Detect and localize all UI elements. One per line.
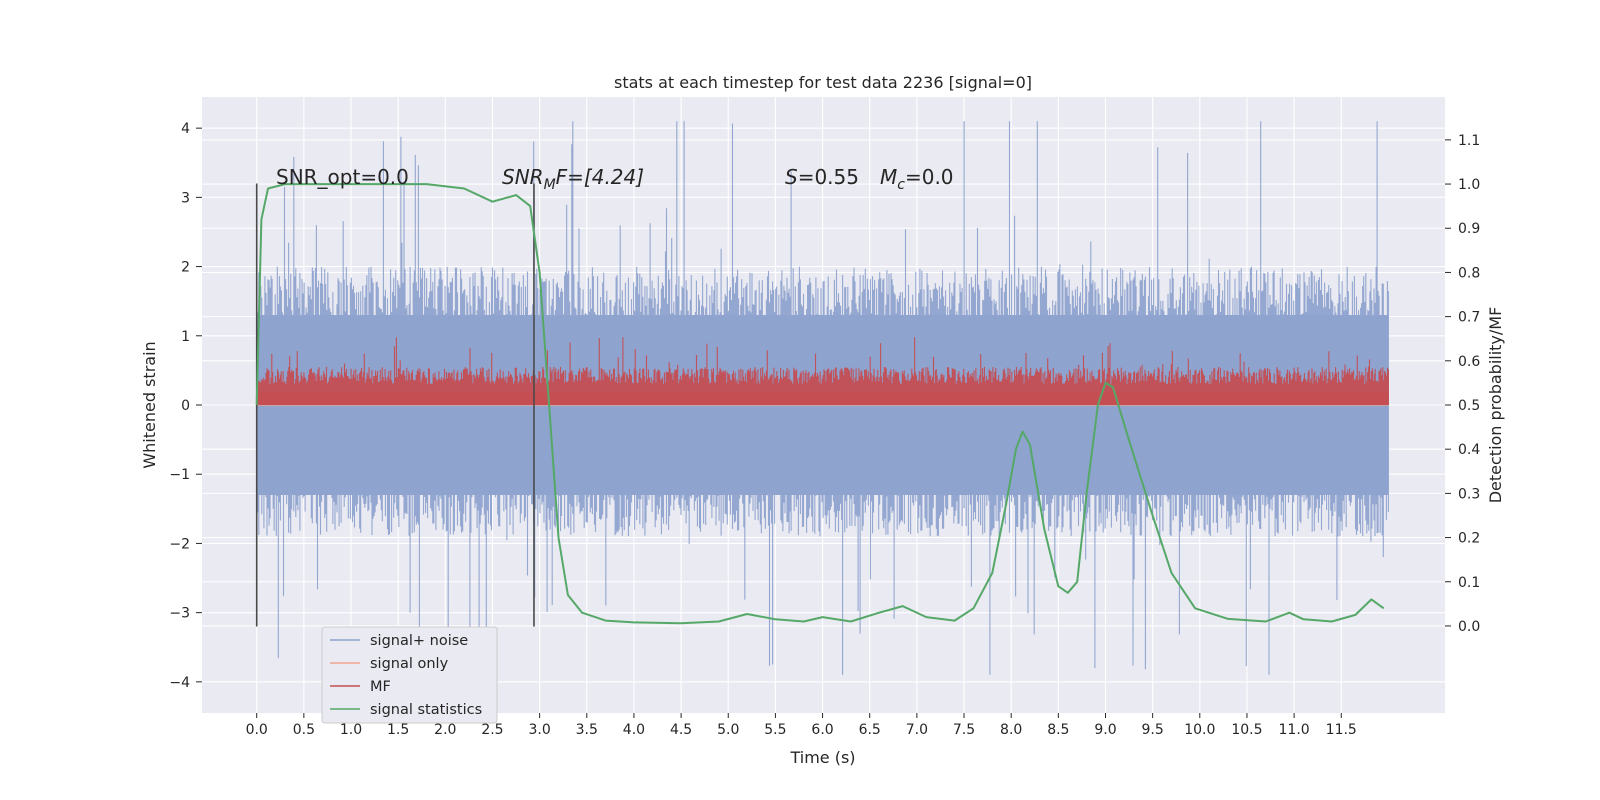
- y2-tick-label: 0.5: [1458, 398, 1480, 414]
- x-tick-label: 1.5: [387, 722, 409, 738]
- y-tick-label: 0: [181, 398, 190, 414]
- y-axis-title: Whitened strain: [140, 341, 159, 468]
- x-tick-label: 9.0: [1094, 722, 1116, 738]
- x-tick-label: 2.0: [434, 722, 456, 738]
- x-axis-title: Time (s): [789, 748, 855, 767]
- mc-label: M: [880, 165, 897, 189]
- mc-annotation: Mc=0.0: [880, 165, 954, 193]
- x-tick-label: 3.0: [528, 722, 550, 738]
- y2-tick-label: 0.4: [1458, 442, 1480, 458]
- x-tick-label: 6.5: [859, 722, 881, 738]
- snr-mf-subscript: M: [544, 177, 556, 193]
- x-tick-label: 4.0: [623, 722, 645, 738]
- x-tick-label: 4.5: [670, 722, 692, 738]
- y2-tick-label: 0.0: [1458, 619, 1480, 635]
- vertical-markers: [255, 183, 535, 627]
- y2-tick-label: 0.3: [1458, 486, 1480, 502]
- y2-tick-label: 1.1: [1458, 133, 1480, 149]
- y-tick-label: 4: [181, 121, 190, 137]
- x-tick-label: 10.5: [1231, 722, 1262, 738]
- y2-tick-label: 0.8: [1458, 265, 1480, 281]
- y-tick-label: 1: [181, 329, 190, 345]
- x-tick-label: 8.5: [1047, 722, 1069, 738]
- y-tick-label: −4: [169, 675, 190, 691]
- x-tick-label: 3.5: [576, 722, 598, 738]
- signal-statistics-series: [255, 183, 1385, 625]
- x-tick-label: 0.5: [293, 722, 315, 738]
- legend-label-signal-only: signal only: [370, 656, 449, 672]
- y2-tick-label: 0.6: [1458, 354, 1480, 370]
- y2-tick-label: 0.9: [1458, 221, 1480, 237]
- y-tick-label: −1: [169, 467, 190, 483]
- x-tick-label: 7.0: [906, 722, 928, 738]
- s-annotation: S=0.55: [785, 165, 859, 189]
- s-label: S: [785, 165, 798, 189]
- y-tick-label: 2: [181, 260, 190, 276]
- legend-label-signal-statistics: signal statistics: [370, 702, 482, 718]
- x-tick-label: 1.0: [340, 722, 362, 738]
- y-tick-label: −2: [169, 536, 190, 552]
- chart-title: stats at each timestep for test data 223…: [614, 73, 1032, 92]
- y2-tick-label: 0.2: [1458, 531, 1480, 547]
- x-tick-label: 6.0: [811, 722, 833, 738]
- y-axis-ticks: 4 3 2 1 0 −1 −2 −3 −4: [169, 121, 202, 691]
- x-tick-label: 8.0: [1000, 722, 1022, 738]
- legend-box: [321, 626, 498, 724]
- x-tick-label: 9.5: [1142, 722, 1164, 738]
- snr-mf-rest: F=[4.24]: [556, 165, 644, 189]
- y2-tick-label: 0.1: [1458, 575, 1480, 591]
- mc-subscript: c: [897, 177, 905, 193]
- x-tick-label: 7.5: [953, 722, 975, 738]
- x-tick-label: 11.5: [1326, 722, 1357, 738]
- legend-label-signal-noise: signal+ noise: [370, 633, 468, 649]
- y2-tick-label: 0.7: [1458, 310, 1480, 326]
- legend: signal+ noise signal only MF signal stat…: [321, 626, 498, 724]
- x-tick-label: 11.0: [1279, 722, 1310, 738]
- snr-opt-annotation: SNR_opt=0.0: [276, 165, 409, 189]
- mc-value: =0.0: [905, 165, 954, 189]
- legend-label-mf: MF: [370, 679, 391, 695]
- x-tick-label: 10.0: [1184, 722, 1215, 738]
- y-tick-label: −3: [169, 606, 190, 622]
- y2-tick-label: 1.0: [1458, 177, 1480, 193]
- y2-axis-ticks: 1.1 1.0 0.9 0.8 0.7 0.6 0.5 0.4 0.3 0.2 0.1 0.0: [1445, 133, 1480, 635]
- x-axis-ticks: 0.0 0.5 1.0 1.5 2.0 2.5 3.0 3.5 4.0 4.5 5.0 5.5 6.0 6…: [246, 713, 1357, 738]
- x-tick-label: 5.5: [764, 722, 786, 738]
- x-tick-label: 5.0: [717, 722, 739, 738]
- mf-series: [256, 337, 1389, 405]
- snr-mf-annotation: SNRMF=[4.24]: [502, 165, 644, 193]
- signal-statistics-line: [255, 183, 1385, 625]
- snr-mf-prefix: SNR: [502, 165, 544, 189]
- x-tick-label: 2.5: [481, 722, 503, 738]
- y2-axis-title: Detection probability/MF: [1486, 307, 1505, 504]
- y-tick-label: 3: [181, 190, 190, 206]
- x-tick-label: 0.0: [246, 722, 268, 738]
- s-value: =0.55: [798, 165, 859, 189]
